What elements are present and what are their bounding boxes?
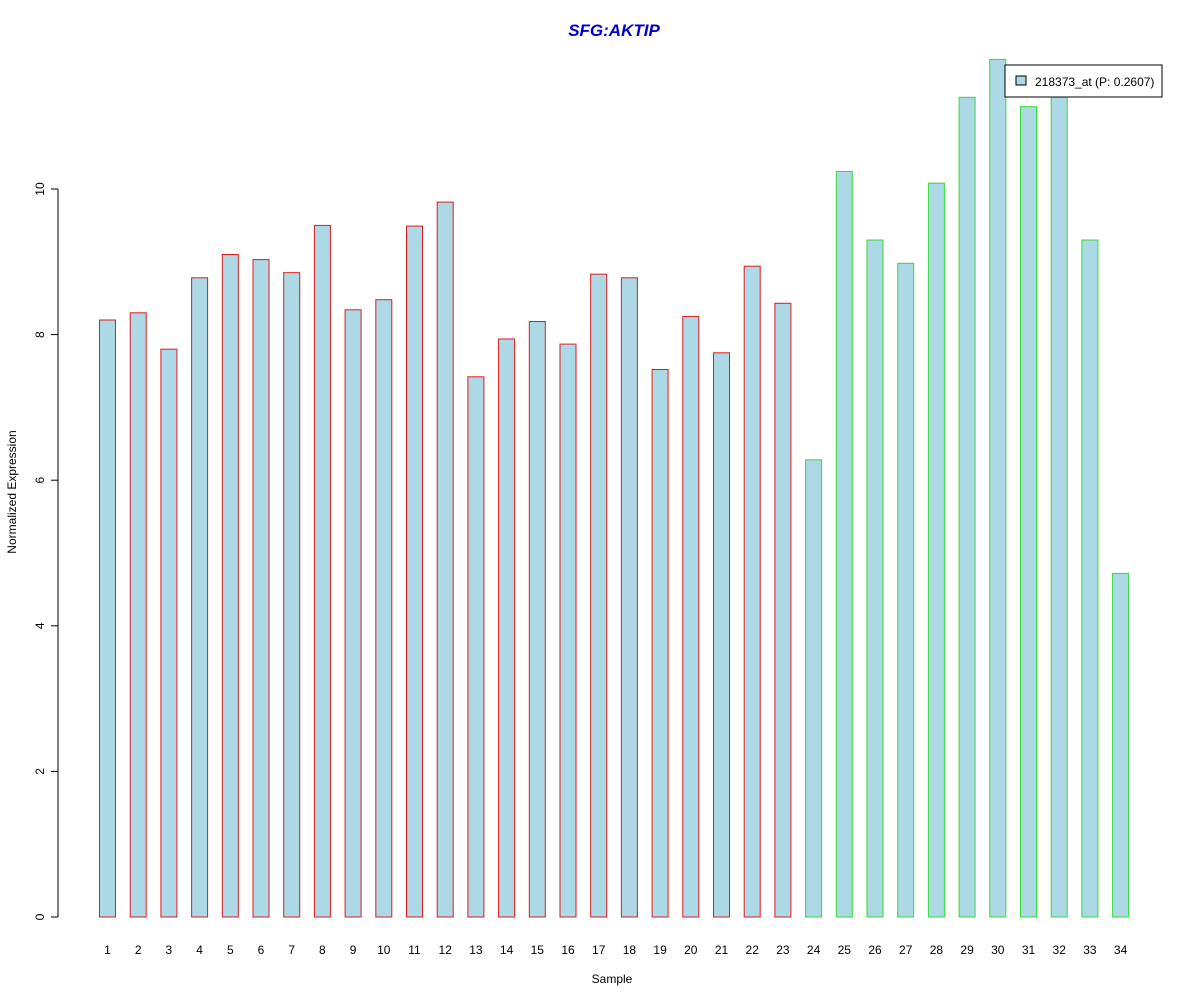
x-tick-label: 28 (930, 943, 944, 957)
x-axis-title: Sample (592, 972, 633, 986)
x-tick-label: 32 (1053, 943, 1067, 957)
bar (713, 352, 730, 918)
x-tick-label: 4 (196, 943, 203, 957)
x-tick-label: 13 (469, 943, 483, 957)
bar (743, 265, 761, 918)
legend-box (1004, 64, 1163, 98)
x-tick-label: 5 (227, 943, 234, 957)
bar (436, 201, 454, 918)
x-tick-label: 11 (408, 943, 421, 957)
bar (651, 369, 669, 918)
y-tick-label: 2 (33, 768, 47, 775)
bars (99, 58, 1130, 918)
x-tick-label: 15 (531, 943, 545, 957)
x-tick-label: 21 (715, 943, 729, 957)
bar (559, 343, 577, 918)
x-tick-label: 19 (653, 943, 667, 957)
x-tick-label: 18 (623, 943, 637, 957)
x-tick-label: 22 (746, 943, 760, 957)
y-tick-label: 6 (33, 477, 47, 484)
bar (283, 272, 301, 918)
x-tick-label: 3 (166, 943, 173, 957)
x-tick-label: 24 (807, 943, 821, 957)
x-tick-label: 8 (319, 943, 326, 957)
bar (590, 273, 608, 918)
bar (467, 376, 485, 918)
x-tick-label: 14 (500, 943, 514, 957)
x-tick-label: 27 (899, 943, 913, 957)
x-tick-label: 17 (592, 943, 606, 957)
bar (1050, 93, 1068, 918)
x-tick-label: 10 (377, 943, 391, 957)
x-tick-label: 1 (104, 943, 111, 957)
bar (1020, 106, 1037, 918)
bar (1112, 572, 1130, 918)
x-tick-label: 31 (1022, 943, 1036, 957)
bar (835, 171, 853, 918)
x-tick-label: 2 (135, 943, 142, 957)
bar (620, 277, 638, 918)
legend: 218373_at (P: 0.2607) (1004, 64, 1163, 98)
y-tick-label: 8 (33, 331, 47, 338)
bar (99, 319, 116, 918)
x-tick-label: 7 (288, 943, 295, 957)
legend-label: 218373_at (P: 0.2607) (1035, 75, 1154, 89)
bar (528, 321, 546, 918)
bar (221, 254, 239, 918)
x-tick-label: 34 (1114, 943, 1128, 957)
bar (805, 459, 823, 918)
bar (1081, 239, 1099, 918)
bar (406, 225, 423, 918)
legend-swatch (1015, 75, 1027, 86)
y-tick-label: 0 (33, 913, 47, 920)
bar (989, 58, 1007, 918)
chart-title: SFG:AKTIP (568, 21, 660, 40)
bar (682, 315, 700, 918)
x-tick-label: 16 (561, 943, 575, 957)
bar (498, 338, 516, 918)
bar (927, 182, 945, 918)
y-axis: 0 2 4 6 8 10 (33, 182, 59, 920)
bar (252, 259, 270, 918)
x-tick-label: 33 (1083, 943, 1097, 957)
bar (958, 96, 976, 918)
bar (375, 299, 393, 918)
x-tick-label: 29 (960, 943, 974, 957)
bar (191, 277, 209, 918)
bar (866, 239, 884, 918)
bar (344, 309, 362, 918)
bar (897, 262, 915, 918)
y-axis-title: Normalized Expression (5, 430, 19, 553)
bar (774, 302, 792, 918)
x-tick-label: 25 (838, 943, 852, 957)
bar (313, 224, 331, 918)
x-tick-label: 6 (258, 943, 265, 957)
bar (129, 312, 147, 918)
y-tick-label: 10 (33, 182, 47, 196)
x-tick-label: 26 (868, 943, 882, 957)
y-tick-label: 4 (33, 622, 47, 629)
x-tick-label: 23 (776, 943, 790, 957)
x-tick-label: 12 (439, 943, 453, 957)
x-tick-label: 9 (350, 943, 357, 957)
x-tick-label: 20 (684, 943, 698, 957)
x-tick-label: 30 (991, 943, 1005, 957)
x-tick-labels: 1 2 3 4 5 6 7 8 9 10 11 12 13 14 15 16 17 18 19 20 21 22 23 24 2… (104, 943, 1127, 957)
bar (160, 348, 178, 918)
